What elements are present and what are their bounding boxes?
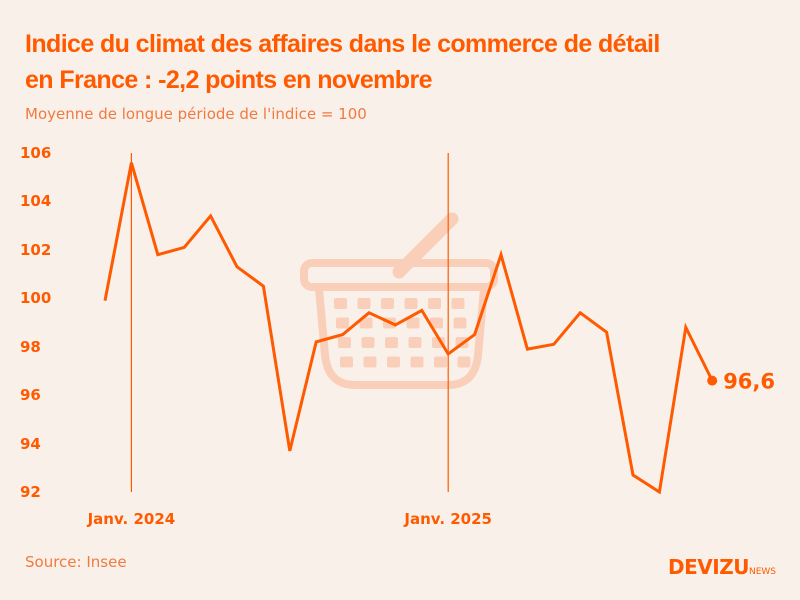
basket-dot [428, 298, 441, 309]
last-value-label: 96,6 [723, 370, 775, 394]
series-line [103, 162, 714, 495]
x-tick-label: Janv. 2025 [404, 510, 492, 528]
y-tick-label: 106 [20, 144, 52, 162]
y-tick-label: 96 [20, 386, 41, 405]
basket-dot [451, 298, 465, 309]
basket-dot [381, 298, 394, 309]
basket-dot [334, 298, 347, 309]
basket-dot [406, 317, 420, 329]
basket-dot [453, 317, 467, 329]
basket-dot [385, 337, 398, 348]
last-data-point [707, 375, 718, 386]
devizu-logo: DEVIZUNEWS [668, 555, 776, 579]
chart-subtitle: Moyenne de longue période de l'indice = … [25, 105, 367, 123]
y-tick-label: 104 [20, 192, 52, 211]
x-tick-label: Janv. 2024 [87, 510, 176, 528]
chart-header: Indice du climat des affaires dans le co… [25, 26, 795, 124]
logo-suffix: NEWS [748, 567, 776, 577]
basket-dot [359, 317, 373, 329]
y-tick-label: 102 [20, 240, 52, 259]
basket-dot [340, 356, 353, 368]
title-line-1: Indice du climat des affaires dans le co… [25, 30, 660, 58]
basket-dot [336, 317, 349, 329]
y-tick-label: 94 [20, 434, 41, 453]
source-note: Source: Insee [25, 553, 127, 571]
basket-dot [457, 356, 471, 368]
basket-dot [434, 356, 447, 368]
basket-dot [408, 337, 422, 348]
y-tick-label: 92 [20, 483, 41, 501]
basket-dot [430, 317, 443, 329]
basket-dot [404, 298, 418, 309]
title-line-2: en France : -2,2 points en novembre [25, 66, 432, 94]
y-tick-label: 100 [20, 289, 52, 308]
chart-title: Indice du climat des affaires dans le co… [25, 26, 795, 98]
basket-dot [357, 298, 371, 309]
basket-dot [410, 356, 424, 368]
logo-main: DEVIZU [668, 555, 749, 579]
shopping-basket-icon [300, 212, 498, 389]
basket-dot [363, 356, 377, 368]
basket-dot [387, 356, 400, 368]
y-tick-label: 98 [20, 337, 41, 356]
basket-dot [338, 337, 351, 348]
basket-dot [361, 337, 375, 348]
